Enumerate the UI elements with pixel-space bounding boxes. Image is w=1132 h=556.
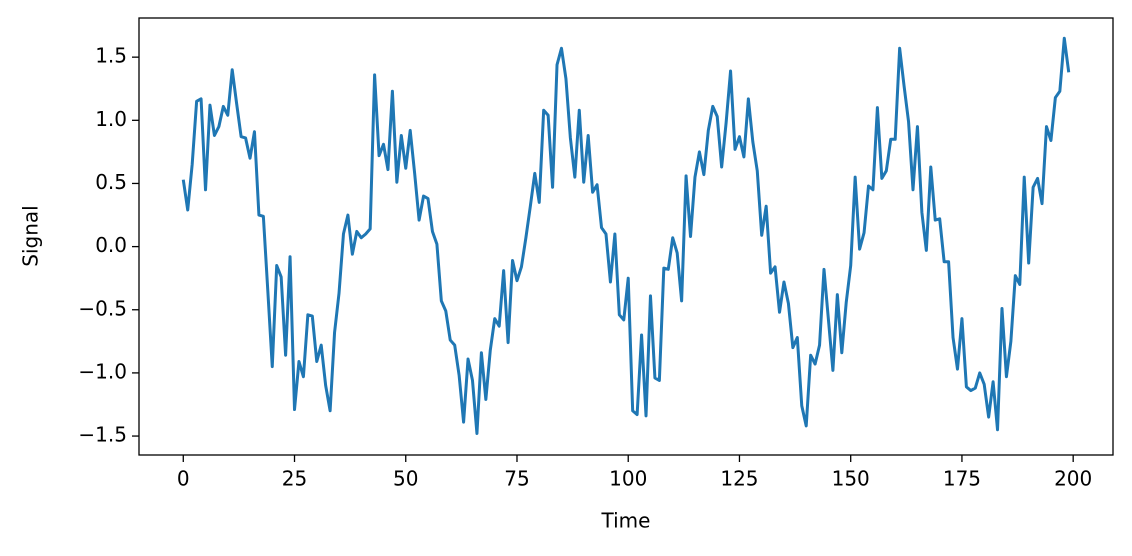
x-tick-label: 100 (609, 467, 647, 491)
y-tick-label: 1.0 (95, 107, 127, 131)
y-tick-label: −1.5 (78, 423, 127, 447)
line-series (181, 36, 1071, 436)
y-tick-label: 0.0 (95, 233, 127, 257)
plot-frame (138, 17, 1114, 456)
y-tick-label: −1.0 (78, 359, 127, 383)
x-tick-label: 75 (504, 467, 529, 491)
x-tick-label: 125 (720, 467, 758, 491)
y-axis-label: Signal (19, 205, 43, 266)
x-axis-label: Time (601, 509, 651, 533)
x-tick-label: 150 (832, 467, 870, 491)
x-tick-label: 200 (1054, 467, 1092, 491)
x-tick-label: 25 (282, 467, 307, 491)
x-tick-label: 175 (943, 467, 981, 491)
x-tick-label: 50 (393, 467, 418, 491)
y-tick-label: −0.5 (78, 296, 127, 320)
y-tick-label: 0.5 (95, 170, 127, 194)
y-tick-label: 1.5 (95, 44, 127, 68)
x-tick-label: 0 (177, 467, 190, 491)
